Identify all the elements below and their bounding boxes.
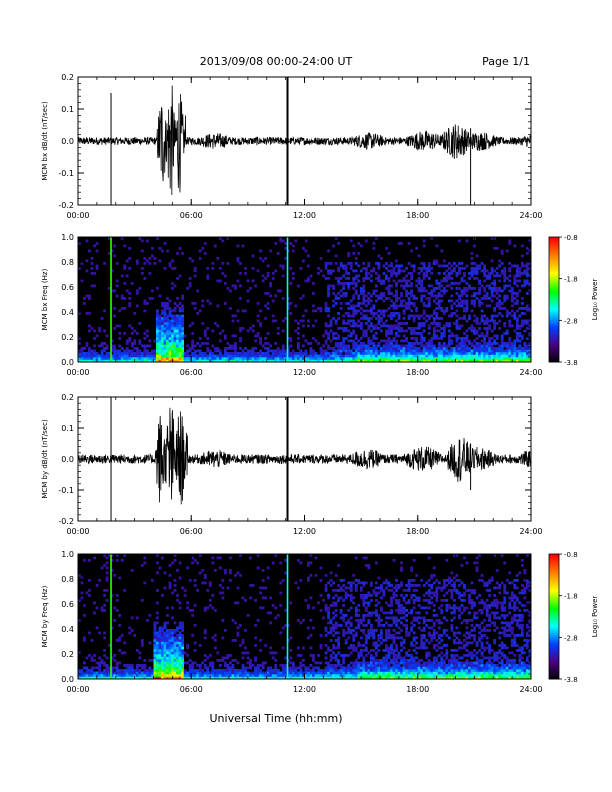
y-tick-label: 0.0 — [61, 675, 74, 684]
colorbar: -0.8 -1.8 -2.8 -3.8 Log₁₀ Power — [548, 551, 599, 684]
x-tick-label: 06:00 — [180, 211, 203, 220]
y-tick-label: 0.8 — [61, 258, 74, 267]
spectrogram-cells — [78, 554, 532, 680]
y-tick-label: 0.2 — [61, 650, 74, 659]
x-tick-label: 12:00 — [293, 685, 316, 694]
trace-line — [77, 85, 532, 196]
colorbar-frame — [548, 553, 560, 680]
x-tick-label: 00:00 — [66, 527, 89, 536]
x-tick-label: 18:00 — [406, 368, 429, 377]
y-tick-label: 0.2 — [61, 333, 74, 342]
x-tick-label: 12:00 — [293, 368, 316, 377]
colorbar-tick-label: -3.8 — [564, 359, 578, 367]
y-tick-label: 0.6 — [61, 600, 74, 609]
by-spectrogram-panel: 00:00 06:00 12:00 18:00 24:00 0.0 0.2 0.4 0.6 0.8… — [41, 550, 599, 694]
y-tick-label: -0.1 — [58, 169, 74, 178]
y-axis-label: MCM bx dB/dt (nT/sec) — [41, 101, 49, 181]
colorbar-tick-label: -3.8 — [564, 676, 578, 684]
x-tick-label: 12:00 — [293, 527, 316, 536]
y-tick-label: 0.1 — [61, 424, 74, 433]
y-axis-label: MCM by dB/dt (nT/sec) — [41, 419, 49, 499]
colorbar-tick-label: -0.8 — [564, 234, 578, 242]
x-tick-label: 06:00 — [180, 685, 203, 694]
colorbar-label: Log₁₀ Power — [591, 279, 599, 321]
x-tick-label: 18:00 — [406, 211, 429, 220]
page-indicator: Page 1/1 — [482, 55, 530, 68]
colorbar-tick-label: -1.8 — [564, 593, 578, 601]
y-tick-label: 0.0 — [61, 137, 74, 146]
y-tick-label: 0.0 — [61, 358, 74, 367]
x-tick-label: 00:00 — [66, 368, 89, 377]
y-tick-label: 1.0 — [61, 233, 74, 242]
x-tick-label: 24:00 — [519, 685, 542, 694]
x-tick-label: 00:00 — [66, 211, 89, 220]
trace-line — [77, 407, 532, 505]
colorbar-tick-label: -0.8 — [564, 551, 578, 559]
y-tick-label: 0.2 — [61, 73, 74, 82]
y-tick-label: 0.6 — [61, 283, 74, 292]
x-tick-label: 18:00 — [406, 527, 429, 536]
colorbar-tick-label: -2.8 — [564, 634, 578, 642]
x-tick-label: 24:00 — [519, 211, 542, 220]
bx-dbdt-panel: 00:00 06:00 12:00 18:00 24:00 -0.2 -0.1 0.0 0.1 0… — [41, 73, 543, 220]
colorbar-tick-label: -1.8 — [564, 276, 578, 284]
y-tick-label: 1.0 — [61, 550, 74, 559]
x-axis-title: Universal Time (hh:mm) — [210, 712, 343, 725]
colorbar-label: Log₁₀ Power — [591, 596, 599, 638]
x-tick-label: 00:00 — [66, 685, 89, 694]
y-tick-label: 0.1 — [61, 105, 74, 114]
y-tick-label: -0.1 — [58, 486, 74, 495]
y-tick-label: 0.4 — [61, 625, 74, 634]
x-tick-label: 06:00 — [180, 527, 203, 536]
by-dbdt-panel: 00:00 06:00 12:00 18:00 24:00 -0.2 -0.1 0.0 0.1 0… — [41, 393, 543, 536]
x-tick-label: 24:00 — [519, 527, 542, 536]
y-tick-label: 0.2 — [61, 393, 74, 402]
y-axis-label: MCM bx Freq (Hz) — [41, 268, 49, 330]
y-tick-label: 0.0 — [61, 455, 74, 464]
spectrogram-cells — [78, 237, 532, 363]
date-range-title: 2013/09/08 00:00-24:00 UT — [200, 55, 353, 68]
x-tick-label: 18:00 — [406, 685, 429, 694]
bx-spectrogram-panel: 00:00 06:00 12:00 18:00 24:00 0.0 0.2 0.4 0.6 0.8… — [41, 233, 599, 377]
y-tick-label: -0.2 — [58, 517, 74, 526]
colorbar-tick-label: -2.8 — [564, 317, 578, 325]
colorbar-frame — [548, 236, 560, 363]
y-axis-label: MCM by Freq (Hz) — [41, 585, 49, 647]
colorbar: -0.8 -1.8 -2.8 -3.8 Log₁₀ Power — [548, 234, 599, 367]
x-tick-label: 24:00 — [519, 368, 542, 377]
y-tick-label: 0.8 — [61, 575, 74, 584]
y-tick-label: -0.2 — [58, 201, 74, 210]
y-tick-label: 0.4 — [61, 308, 74, 317]
x-tick-label: 06:00 — [180, 368, 203, 377]
x-tick-label: 12:00 — [293, 211, 316, 220]
